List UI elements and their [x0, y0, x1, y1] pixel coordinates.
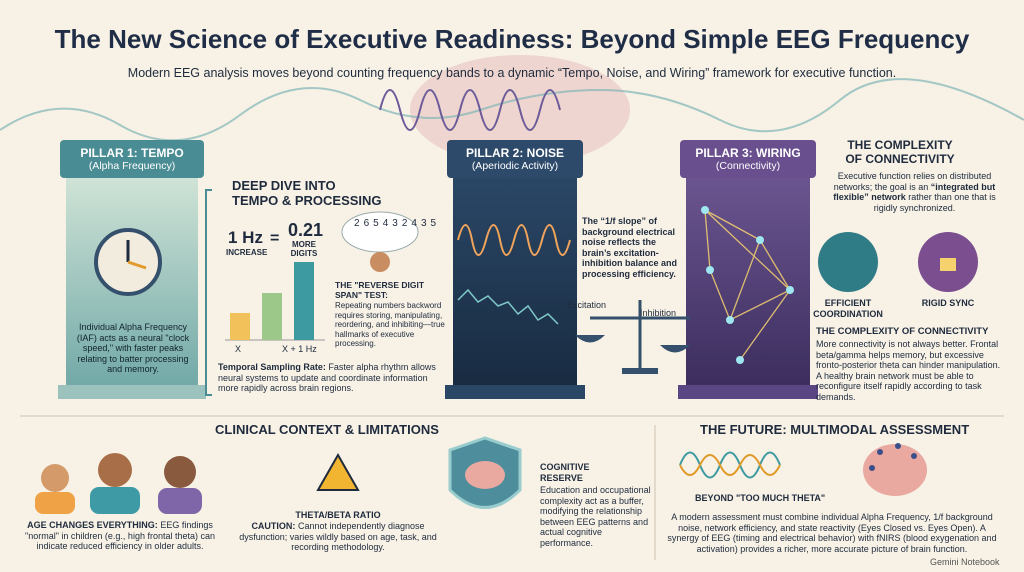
person: [370, 252, 390, 272]
pillar-subtitle: (Aperiodic Activity): [471, 160, 559, 172]
future-body: A modern assessment must combine individ…: [667, 512, 997, 554]
icon-efficient: [818, 232, 878, 292]
digit: 4: [411, 218, 417, 229]
digit: 4: [382, 218, 389, 229]
wave: [679, 454, 781, 476]
theta-label: BEYOND "TOO MUCH THETA": [695, 493, 826, 503]
digit: 2: [401, 218, 408, 229]
people: [35, 453, 202, 514]
hz: 1 Hz: [228, 228, 263, 247]
caution: CAUTION:: [251, 521, 296, 531]
pillar-header: PILLAR 2: NOISE (Aperiodic Activity): [447, 140, 583, 178]
wave: [0, 78, 1024, 142]
noise-description: The “1/f slope” of background electrical…: [582, 216, 678, 279]
mini-bar: [230, 313, 250, 340]
digits-label: MORE DIGITS: [290, 240, 318, 258]
tempo-description: Individual Alpha Frequency (IAF) acts as…: [76, 322, 190, 374]
efficient-label: EFFICIENT COORDINATION: [813, 298, 883, 319]
intro: rather than one that is rigidly synchron…: [873, 192, 996, 213]
mini-bar: [262, 293, 282, 340]
subtitle: Modern EEG analysis moves beyond countin…: [127, 66, 897, 80]
wave: [379, 89, 561, 131]
pillar-header: PILLAR 3: WIRING (Connectivity): [680, 140, 816, 178]
footer: Gemini Notebook: [930, 557, 1000, 567]
head: [863, 444, 927, 496]
mini-bar: [294, 262, 314, 340]
brain-icon: [465, 461, 505, 489]
intro-emphasis: “integrated but flexible” network: [833, 181, 996, 203]
rigid-label: RIGID SYNC: [921, 298, 975, 308]
test-body: Repeating numbers backword requires stor…: [335, 301, 445, 348]
connectivity-subtitle: THE COMPLEXITY OF CONNECTIVITY: [816, 326, 989, 337]
connectivity-title: THE COMPLEXITY OF CONNECTIVITY: [845, 138, 955, 166]
pillar-subtitle: (Alpha Frequency): [88, 160, 176, 172]
digit: 3: [392, 218, 398, 229]
sampling-body: Faster alpha rhythm allows neural system…: [218, 362, 436, 393]
pillar: [686, 178, 810, 393]
pillar: [453, 178, 577, 393]
bar-label: X + 1 Hz: [282, 344, 317, 354]
intro: Executive function relies on distributed…: [833, 171, 992, 192]
scale-pans: [575, 335, 690, 353]
sampling-title: Temporal Sampling Rate:: [218, 362, 326, 372]
wave: [457, 224, 571, 256]
wave: [679, 451, 781, 479]
pillar-title: PILLAR 2: NOISE: [465, 146, 564, 160]
digit: 2: [354, 218, 360, 229]
reserve-body: Education and occupational complexity ac…: [540, 485, 651, 548]
sensors: [869, 443, 917, 471]
digit: 3: [420, 218, 427, 229]
scale-base: [622, 368, 658, 374]
pillar-title: PILLAR 1: TEMPO: [80, 146, 184, 160]
excitation: Excitation: [567, 300, 607, 310]
future-title: THE FUTURE: MULTIMODAL ASSESSMENT: [700, 422, 970, 437]
digit: 5: [373, 218, 379, 229]
network-nodes: [701, 206, 794, 364]
theta-title: THETA/BETA RATIO: [295, 510, 381, 520]
reserve-title: COGNITIVE RESERVE: [540, 462, 590, 483]
age-title: AGE CHANGES EVERYTHING:: [27, 520, 158, 530]
network: [704, 208, 791, 361]
noise: [457, 288, 559, 325]
connectivity-body: More connectivity is not always better. …: [816, 339, 1001, 402]
pillar-base: [678, 385, 818, 399]
digit: 5: [430, 218, 437, 229]
test-title: THE "REVERSE DIGIT SPAN" TEST:: [335, 280, 425, 300]
warning: [316, 452, 360, 491]
inhibition: Inhibition: [640, 308, 677, 318]
age-body: EEG findings "normal" in children (e.g.,…: [25, 520, 215, 551]
bar-label: X: [235, 344, 242, 354]
digits: 0.21: [288, 220, 324, 240]
increase: INCREASE: [226, 248, 268, 257]
clock-hand: [127, 260, 147, 270]
equals: =: [270, 230, 280, 247]
deep-dive-title: DEEP DIVE INTO TEMPO & PROCESSING: [232, 178, 382, 208]
clinical-title: CLINICAL CONTEXT & LIMITATIONS: [215, 422, 439, 437]
pillar-base: [445, 385, 585, 399]
pillar-title: PILLAR 3: WIRING: [695, 146, 801, 160]
lock: [940, 258, 956, 271]
pillar-header: PILLAR 1: TEMPO (Alpha Frequency): [60, 140, 204, 178]
pillar-subtitle: (Connectivity): [715, 160, 781, 172]
digit: 6: [363, 218, 370, 229]
theta-body: Cannot independently diagnose dysfunctio…: [239, 521, 437, 552]
title: The New Science of Executive Readiness: …: [54, 24, 970, 54]
pillar-base: [58, 385, 206, 399]
bracket: [205, 189, 212, 396]
